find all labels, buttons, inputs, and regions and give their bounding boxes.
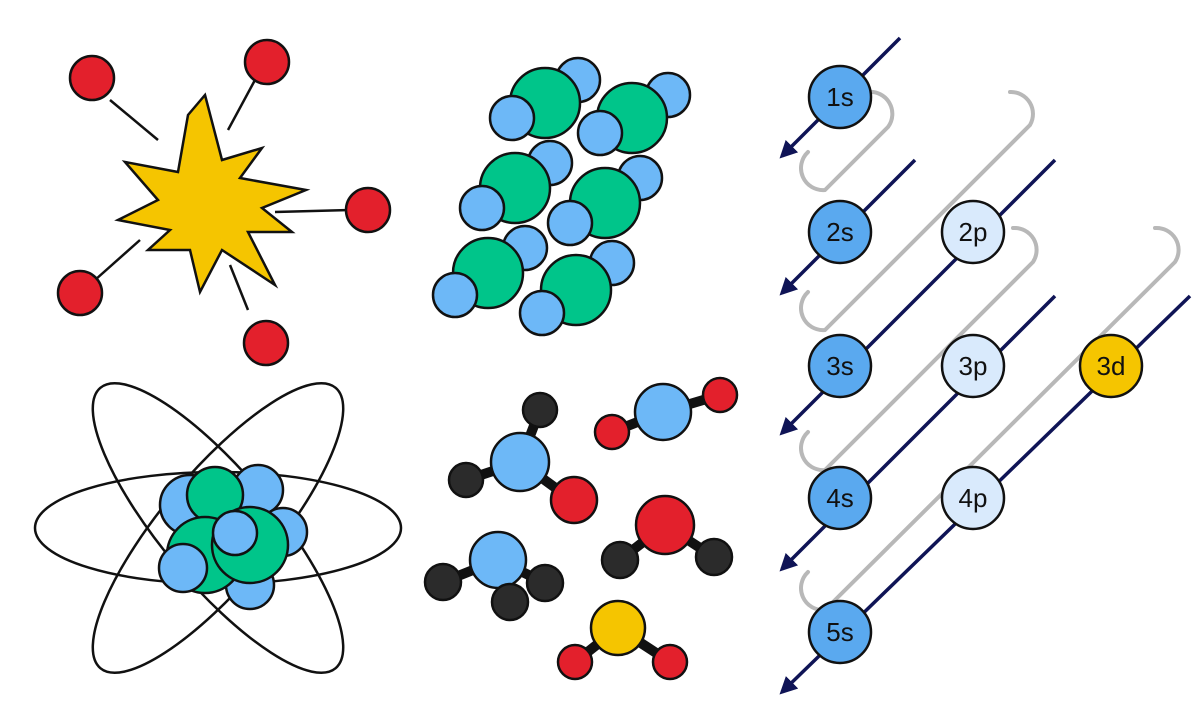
atom-model-icon [33,382,403,674]
orbital-3p: 3p [940,333,1006,399]
orbital-1s: 1s [807,64,873,130]
molecule [600,494,734,580]
svg-text:3s: 3s [826,351,853,381]
molecule [447,391,599,525]
nucleus [157,463,309,611]
molecule [423,530,565,622]
orbital-3d: 3d [1078,333,1144,399]
orbital-4p: 4p [940,465,1006,531]
svg-text:5s: 5s [826,617,853,647]
aufbau-diagram-icon: 1s 2s 2p 3s 3p 3d [779,36,1192,695]
svg-text:3d: 3d [1097,351,1126,381]
svg-text:2p: 2p [959,217,988,247]
orbital-2s: 2s [807,199,873,265]
orbital-nodes: 1s 2s 2p 3s 3p 3d [807,64,1144,665]
svg-text:2s: 2s [826,217,853,247]
molecule [593,376,739,451]
molecule [556,599,689,681]
svg-text:1s: 1s [826,82,853,112]
electron-particles [56,38,392,367]
burst-shape [114,92,311,296]
svg-text:4p: 4p [959,483,988,513]
molecules-icon [423,376,739,681]
orbital-4s: 4s [807,465,873,531]
svg-text:4s: 4s [826,483,853,513]
orbital-2p: 2p [940,199,1006,265]
svg-text:3p: 3p [959,351,988,381]
explosion-icon [56,38,392,367]
ionic-lattice-icon [431,56,692,337]
orbital-3s: 3s [807,333,873,399]
orbital-5s: 5s [807,599,873,665]
